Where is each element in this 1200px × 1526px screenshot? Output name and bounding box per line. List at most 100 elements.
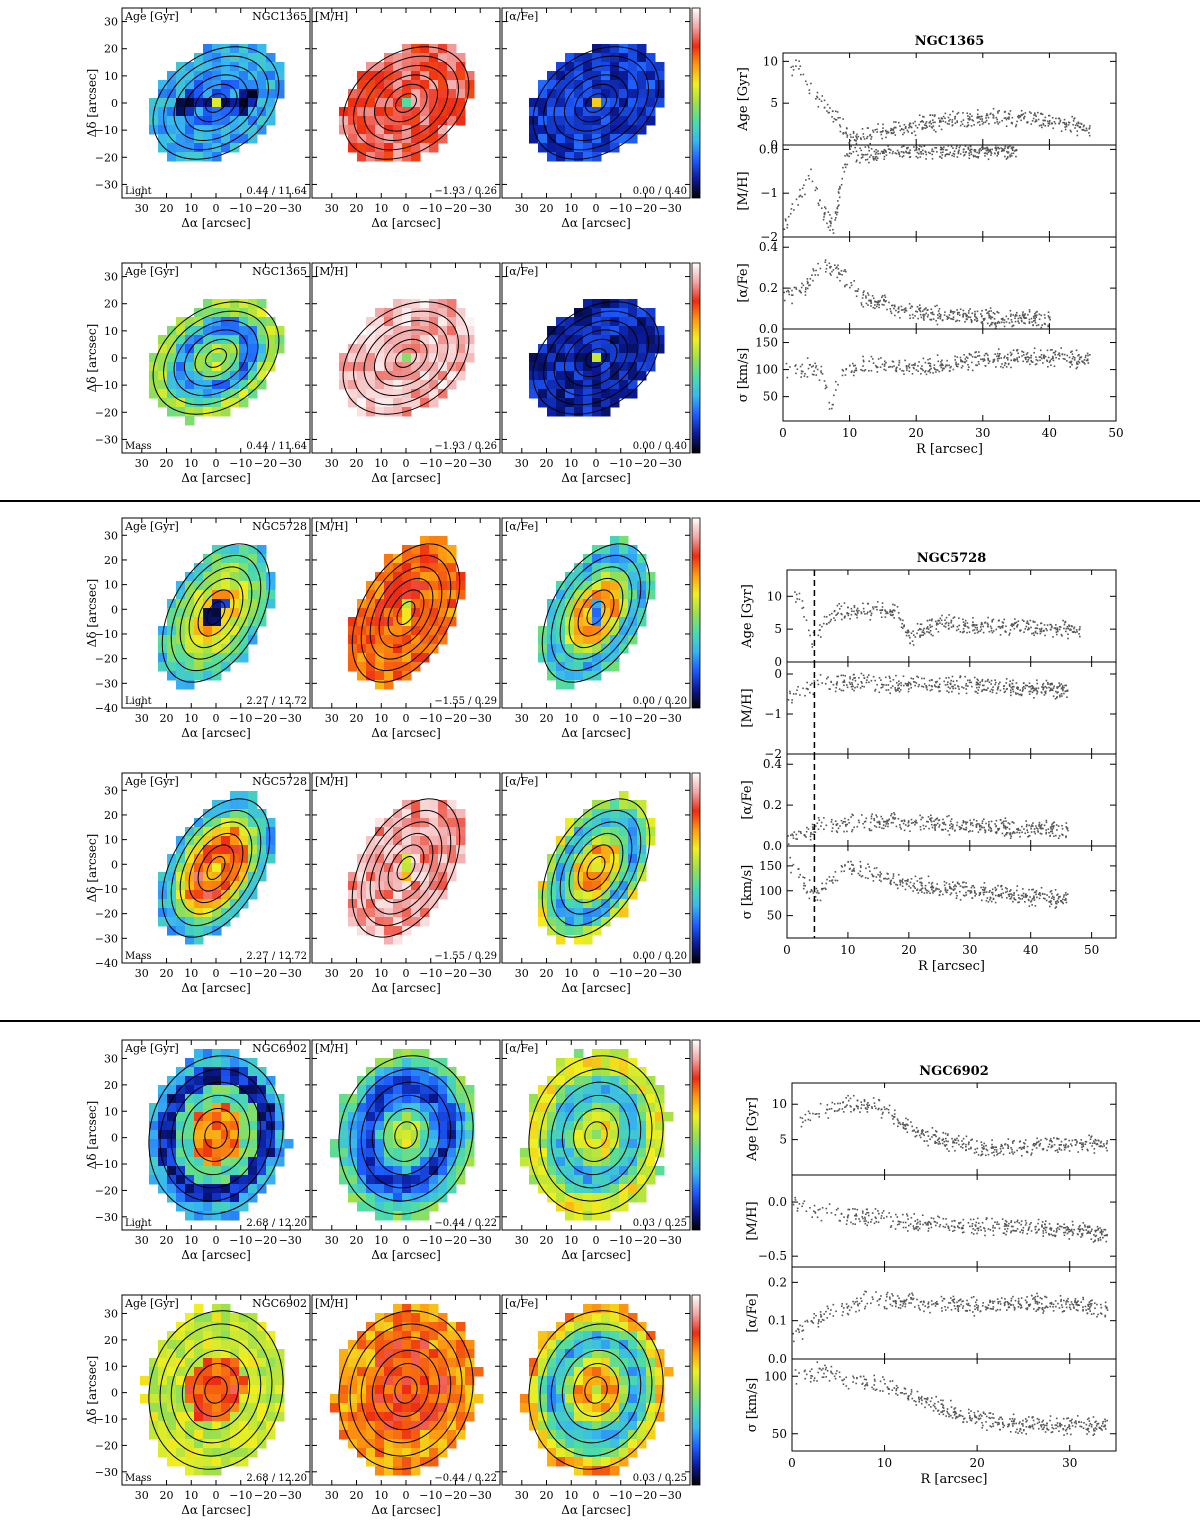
- map-cell: [275, 62, 285, 72]
- profile-data-point: [1036, 310, 1038, 313]
- map-cell: [646, 89, 656, 99]
- profile-data-point: [964, 619, 967, 622]
- map-cell: [221, 836, 231, 846]
- map-cell: [357, 80, 367, 90]
- profile-data-point: [986, 153, 989, 155]
- map-cell: [592, 863, 602, 873]
- map-cell: [167, 107, 177, 117]
- profile-data-point: [1041, 126, 1043, 129]
- profile-data-point: [908, 681, 911, 684]
- map-cell: [565, 335, 575, 345]
- map-cell: [592, 854, 602, 864]
- profile-data-point: [986, 146, 988, 149]
- profile-data-point: [982, 146, 984, 149]
- map-cell: [266, 581, 276, 591]
- profile-data-point: [859, 161, 861, 164]
- profile-data-point: [1035, 314, 1037, 317]
- map-cell: [239, 581, 249, 591]
- profile-data-point: [813, 373, 815, 376]
- profile-data-point: [889, 129, 892, 132]
- profile-data-point: [881, 137, 883, 140]
- map-cell: [194, 890, 204, 900]
- map-cell: [556, 845, 566, 855]
- profile-data-point: [1028, 628, 1030, 630]
- map-cell: [556, 134, 566, 144]
- map-cell: [203, 116, 213, 126]
- profile-data-point: [1051, 625, 1053, 628]
- map-cell: [266, 344, 276, 354]
- isophote-contour: [188, 832, 244, 904]
- profile-data-point: [812, 269, 815, 272]
- map-cell: [610, 134, 620, 144]
- profile-data-point: [786, 223, 789, 226]
- profile-data-point: [993, 313, 996, 315]
- profile-data-point: [1027, 627, 1030, 629]
- map-cell: [619, 881, 629, 891]
- map-cell: [384, 881, 394, 891]
- map-cell: [592, 599, 602, 609]
- profile-data-point: [897, 307, 900, 310]
- map-cell: [565, 125, 575, 135]
- map-cell: [357, 608, 367, 618]
- profile-data-point: [893, 609, 896, 612]
- map-cell: [583, 590, 593, 600]
- profile-data-point: [885, 154, 888, 156]
- map-cell: [447, 380, 457, 390]
- profile-data-point: [1010, 359, 1012, 362]
- profile-data-point: [996, 118, 998, 121]
- profile-data-point: [992, 630, 995, 632]
- profile-data-point: [921, 631, 924, 633]
- profile-data-point: [809, 634, 811, 637]
- profile-data-point: [913, 146, 915, 148]
- map-cell: [420, 62, 430, 72]
- map-cell: [366, 872, 376, 882]
- map-cell: [583, 407, 593, 417]
- profile-data-point: [923, 308, 926, 311]
- map-cell: [583, 818, 593, 828]
- profile-data-point: [976, 317, 978, 320]
- map-cell: [447, 335, 457, 345]
- map-cell: [375, 326, 385, 336]
- profile-data-point: [1024, 356, 1026, 359]
- map-x-tick-label: −30: [469, 967, 492, 980]
- profile-data-point: [1001, 119, 1003, 122]
- map-cell: [411, 845, 421, 855]
- map-range-label: 0.00 / 0.20: [633, 951, 687, 962]
- map-cell: [194, 827, 204, 837]
- map-cell: [366, 353, 376, 363]
- map-cell: [348, 380, 358, 390]
- profile-data-point: [1055, 690, 1057, 693]
- map-cell: [357, 152, 367, 162]
- profile-data-point: [994, 122, 996, 124]
- profile-data-point: [898, 683, 900, 685]
- profile-data-point: [1034, 112, 1036, 115]
- isophote-contour: [205, 348, 227, 368]
- map-quantity-label: [α/Fe]: [505, 520, 538, 533]
- map-cell: [185, 671, 195, 681]
- map-cell: [619, 134, 629, 144]
- map-cell: [420, 626, 430, 636]
- profile-data-point: [815, 374, 818, 376]
- map-cell: [610, 371, 620, 381]
- profile-data-point: [925, 124, 928, 127]
- map-cell: [420, 599, 430, 609]
- profile-data-point: [916, 310, 918, 313]
- map-cell: [601, 572, 611, 582]
- profile-data-point: [976, 628, 978, 631]
- profile-data-point: [1019, 629, 1022, 631]
- profile-data-point: [892, 132, 895, 134]
- profile-data-point: [844, 163, 847, 166]
- map-cell: [203, 563, 213, 573]
- profile-data-point: [999, 681, 1001, 684]
- profile-data-point: [815, 186, 818, 189]
- isophote-contour: [586, 600, 606, 626]
- map-cell: [203, 308, 213, 318]
- profile-data-point: [1085, 127, 1088, 130]
- profile-data-point: [1008, 634, 1011, 636]
- profile-data-point: [1068, 356, 1071, 359]
- profile-data-point: [1051, 116, 1054, 119]
- profile-data-point: [938, 690, 940, 693]
- profile-data-point: [831, 116, 833, 118]
- profile-data-point: [800, 370, 803, 372]
